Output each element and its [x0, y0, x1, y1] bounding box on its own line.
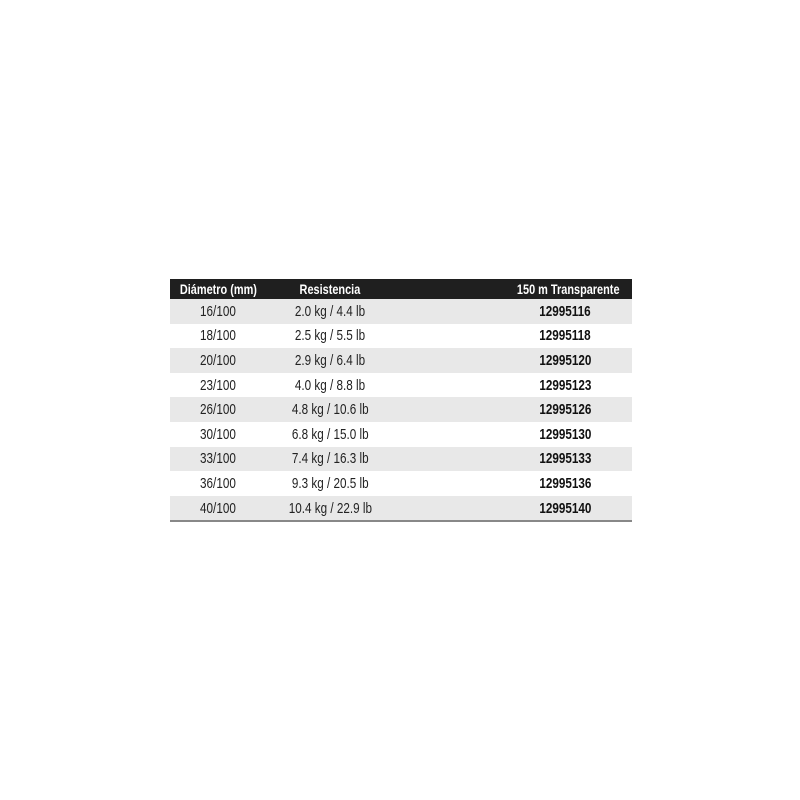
cell-resistance: 2.9 kg / 6.4 lb	[294, 351, 366, 369]
cell-resistance: 2.0 kg / 4.4 lb	[294, 302, 366, 320]
cell-diameter: 26/100	[200, 401, 236, 419]
table-row: 40/100 10.4 kg / 22.9 lb 12995140	[170, 495, 632, 521]
header-resistance: Resistencia	[299, 281, 361, 297]
cell-code: 12995120	[538, 351, 592, 369]
table-row: 26/100 4.8 kg / 10.6 lb 12995126	[170, 397, 632, 422]
cell-diameter: 23/100	[200, 376, 236, 394]
table-bottom-rule	[170, 520, 632, 523]
cell-resistance: 10.4 kg / 22.9 lb	[288, 499, 372, 517]
cell-diameter: 40/100	[200, 499, 236, 517]
table-row: 33/100 7.4 kg / 16.3 lb 12995133	[170, 446, 632, 472]
cell-code: 12995126	[538, 401, 592, 419]
cell-resistance: 2.5 kg / 5.5 lb	[294, 327, 366, 345]
spec-table: Diámetro (mm) Resistencia 150 m Transpar…	[170, 279, 632, 523]
table-row: 36/100 9.3 kg / 20.5 lb 12995136	[170, 471, 632, 496]
cell-code: 12995130	[538, 425, 592, 443]
cell-resistance: 4.8 kg / 10.6 lb	[291, 401, 369, 419]
cell-resistance: 4.0 kg / 8.8 lb	[294, 376, 366, 394]
table-header: Diámetro (mm) Resistencia 150 m Transpar…	[170, 279, 632, 299]
cell-diameter: 33/100	[200, 450, 236, 468]
cell-diameter: 30/100	[200, 425, 236, 443]
cell-diameter: 20/100	[200, 351, 236, 369]
cell-diameter: 36/100	[200, 474, 236, 492]
cell-code: 12995116	[539, 302, 591, 320]
table-row: 20/100 2.9 kg / 6.4 lb 12995120	[170, 348, 632, 373]
table-row: 16/100 2.0 kg / 4.4 lb 12995116	[170, 299, 632, 324]
cell-code: 12995140	[538, 499, 592, 517]
header-diameter: Diámetro (mm)	[179, 281, 257, 297]
cell-diameter: 16/100	[200, 302, 236, 320]
cell-code: 12995123	[538, 376, 592, 394]
table-row: 30/100 6.8 kg / 15.0 lb 12995130	[170, 422, 632, 447]
cell-code: 12995118	[539, 327, 591, 345]
cell-resistance: 6.8 kg / 15.0 lb	[291, 425, 369, 443]
cell-diameter: 18/100	[200, 327, 236, 345]
cell-resistance: 9.3 kg / 20.5 lb	[291, 474, 369, 492]
cell-code: 12995136	[538, 474, 592, 492]
cell-code: 12995133	[538, 450, 592, 468]
cell-resistance: 7.4 kg / 16.3 lb	[291, 450, 369, 468]
table-row: 18/100 2.5 kg / 5.5 lb 12995118	[170, 324, 632, 349]
table-row: 23/100 4.0 kg / 8.8 lb 12995123	[170, 373, 632, 398]
header-code: 150 m Transparente	[517, 281, 620, 297]
